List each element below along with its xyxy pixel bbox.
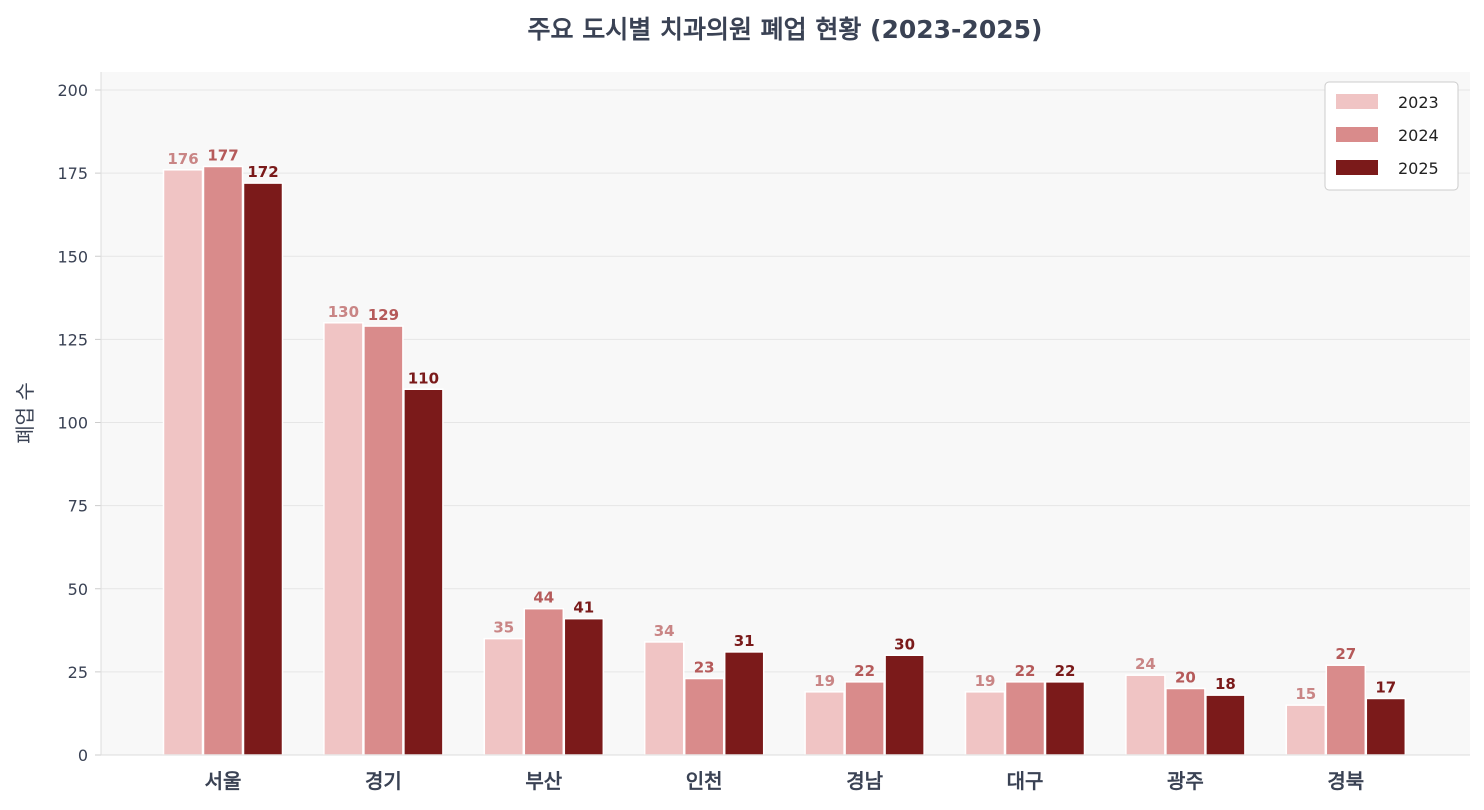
bar-2024 <box>844 681 885 756</box>
bar-2024 <box>1325 664 1367 756</box>
bar-2024 <box>1004 681 1046 756</box>
data-label-2023: 130 <box>328 303 359 321</box>
chart-title: 주요 도시별 치과의원 폐업 현황 (2023-2025) <box>528 15 1043 44</box>
data-label-2023: 15 <box>1295 685 1316 703</box>
legend-swatch-2024 <box>1336 127 1378 142</box>
y-tick-label: 50 <box>68 580 88 599</box>
bar-2024 <box>523 607 565 756</box>
legend-swatch-2023 <box>1336 94 1378 109</box>
x-tick-label: 경남 <box>846 769 883 793</box>
plot-area <box>101 72 1470 755</box>
data-label-2024: 22 <box>1015 662 1036 680</box>
bar-2023 <box>323 322 364 756</box>
x-tick-label: 서울 <box>205 769 242 793</box>
y-tick-label: 200 <box>57 81 88 100</box>
x-tick-label: 부산 <box>525 769 562 793</box>
data-label-2025: 172 <box>247 163 278 181</box>
bar-2023 <box>1285 704 1327 756</box>
legend-label-2024: 2024 <box>1398 126 1439 145</box>
bar-2023 <box>1125 674 1166 756</box>
bar-2024 <box>202 165 244 756</box>
bar-2023 <box>804 691 845 756</box>
bar-2023 <box>643 641 685 756</box>
data-label-2024: 23 <box>694 659 715 677</box>
data-label-2024: 20 <box>1175 669 1196 687</box>
legend: 2023 2024 2025 <box>1324 81 1459 191</box>
bar-2023 <box>483 637 525 756</box>
x-tick-label: 경북 <box>1327 769 1364 793</box>
data-label-2024: 22 <box>854 662 875 680</box>
legend-label-2023: 2023 <box>1398 93 1439 112</box>
data-label-2025: 41 <box>573 599 594 617</box>
data-label-2024: 27 <box>1335 645 1356 663</box>
bar-2024 <box>683 677 725 756</box>
y-tick-label: 25 <box>68 663 88 682</box>
data-label-2023: 24 <box>1135 655 1156 673</box>
y-tick-label: 75 <box>68 497 88 516</box>
data-label-2023: 19 <box>975 672 996 690</box>
data-label-2024: 44 <box>533 589 554 607</box>
bar-2024 <box>1165 687 1206 756</box>
x-tick-label: 광주 <box>1167 769 1204 793</box>
data-label-2025: 18 <box>1215 675 1236 693</box>
data-label-2023: 35 <box>493 619 514 637</box>
data-label-2024: 129 <box>368 306 399 324</box>
bar-2025 <box>403 388 444 756</box>
y-tick-label: 125 <box>57 330 88 349</box>
data-label-2025: 17 <box>1375 678 1396 696</box>
data-label-2023: 34 <box>654 622 675 640</box>
bar-2025 <box>1365 697 1407 756</box>
data-label-2025: 110 <box>408 369 439 387</box>
x-tick-label: 인천 <box>686 769 723 793</box>
bar-2023 <box>964 691 1006 756</box>
bar-2024 <box>363 325 404 756</box>
bar-2025 <box>884 654 925 756</box>
data-label-2025: 30 <box>894 635 915 653</box>
data-label-2025: 22 <box>1055 662 1076 680</box>
bar-2025 <box>1205 694 1246 756</box>
bar-2023 <box>162 169 204 756</box>
legend-label-2025: 2025 <box>1398 159 1439 178</box>
data-label-2025: 31 <box>734 632 755 650</box>
y-axis-label: 폐업 수 <box>13 382 37 444</box>
y-tick-label: 175 <box>57 164 88 183</box>
x-tick-label: 대구 <box>1007 769 1044 793</box>
bar-2025 <box>723 651 765 756</box>
legend-swatch-2025 <box>1336 160 1378 175</box>
data-label-2023: 176 <box>167 150 198 168</box>
bar-2025 <box>242 182 284 756</box>
data-label-2023: 19 <box>814 672 835 690</box>
y-tick-label: 0 <box>78 746 88 765</box>
bar-2025 <box>563 617 605 756</box>
y-tick-label: 100 <box>57 414 88 433</box>
x-tick-label: 경기 <box>365 769 402 793</box>
y-tick-label: 150 <box>57 247 88 266</box>
data-label-2024: 177 <box>207 146 238 164</box>
bar-2025 <box>1044 681 1086 756</box>
